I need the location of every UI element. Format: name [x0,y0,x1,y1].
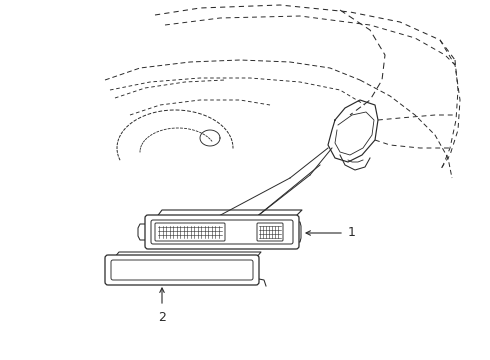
Text: 2: 2 [158,311,166,324]
FancyBboxPatch shape [111,260,253,280]
FancyBboxPatch shape [257,223,283,241]
FancyBboxPatch shape [105,255,259,285]
FancyBboxPatch shape [155,223,225,241]
Text: 1: 1 [348,226,356,239]
FancyBboxPatch shape [151,220,293,244]
FancyBboxPatch shape [145,215,299,249]
